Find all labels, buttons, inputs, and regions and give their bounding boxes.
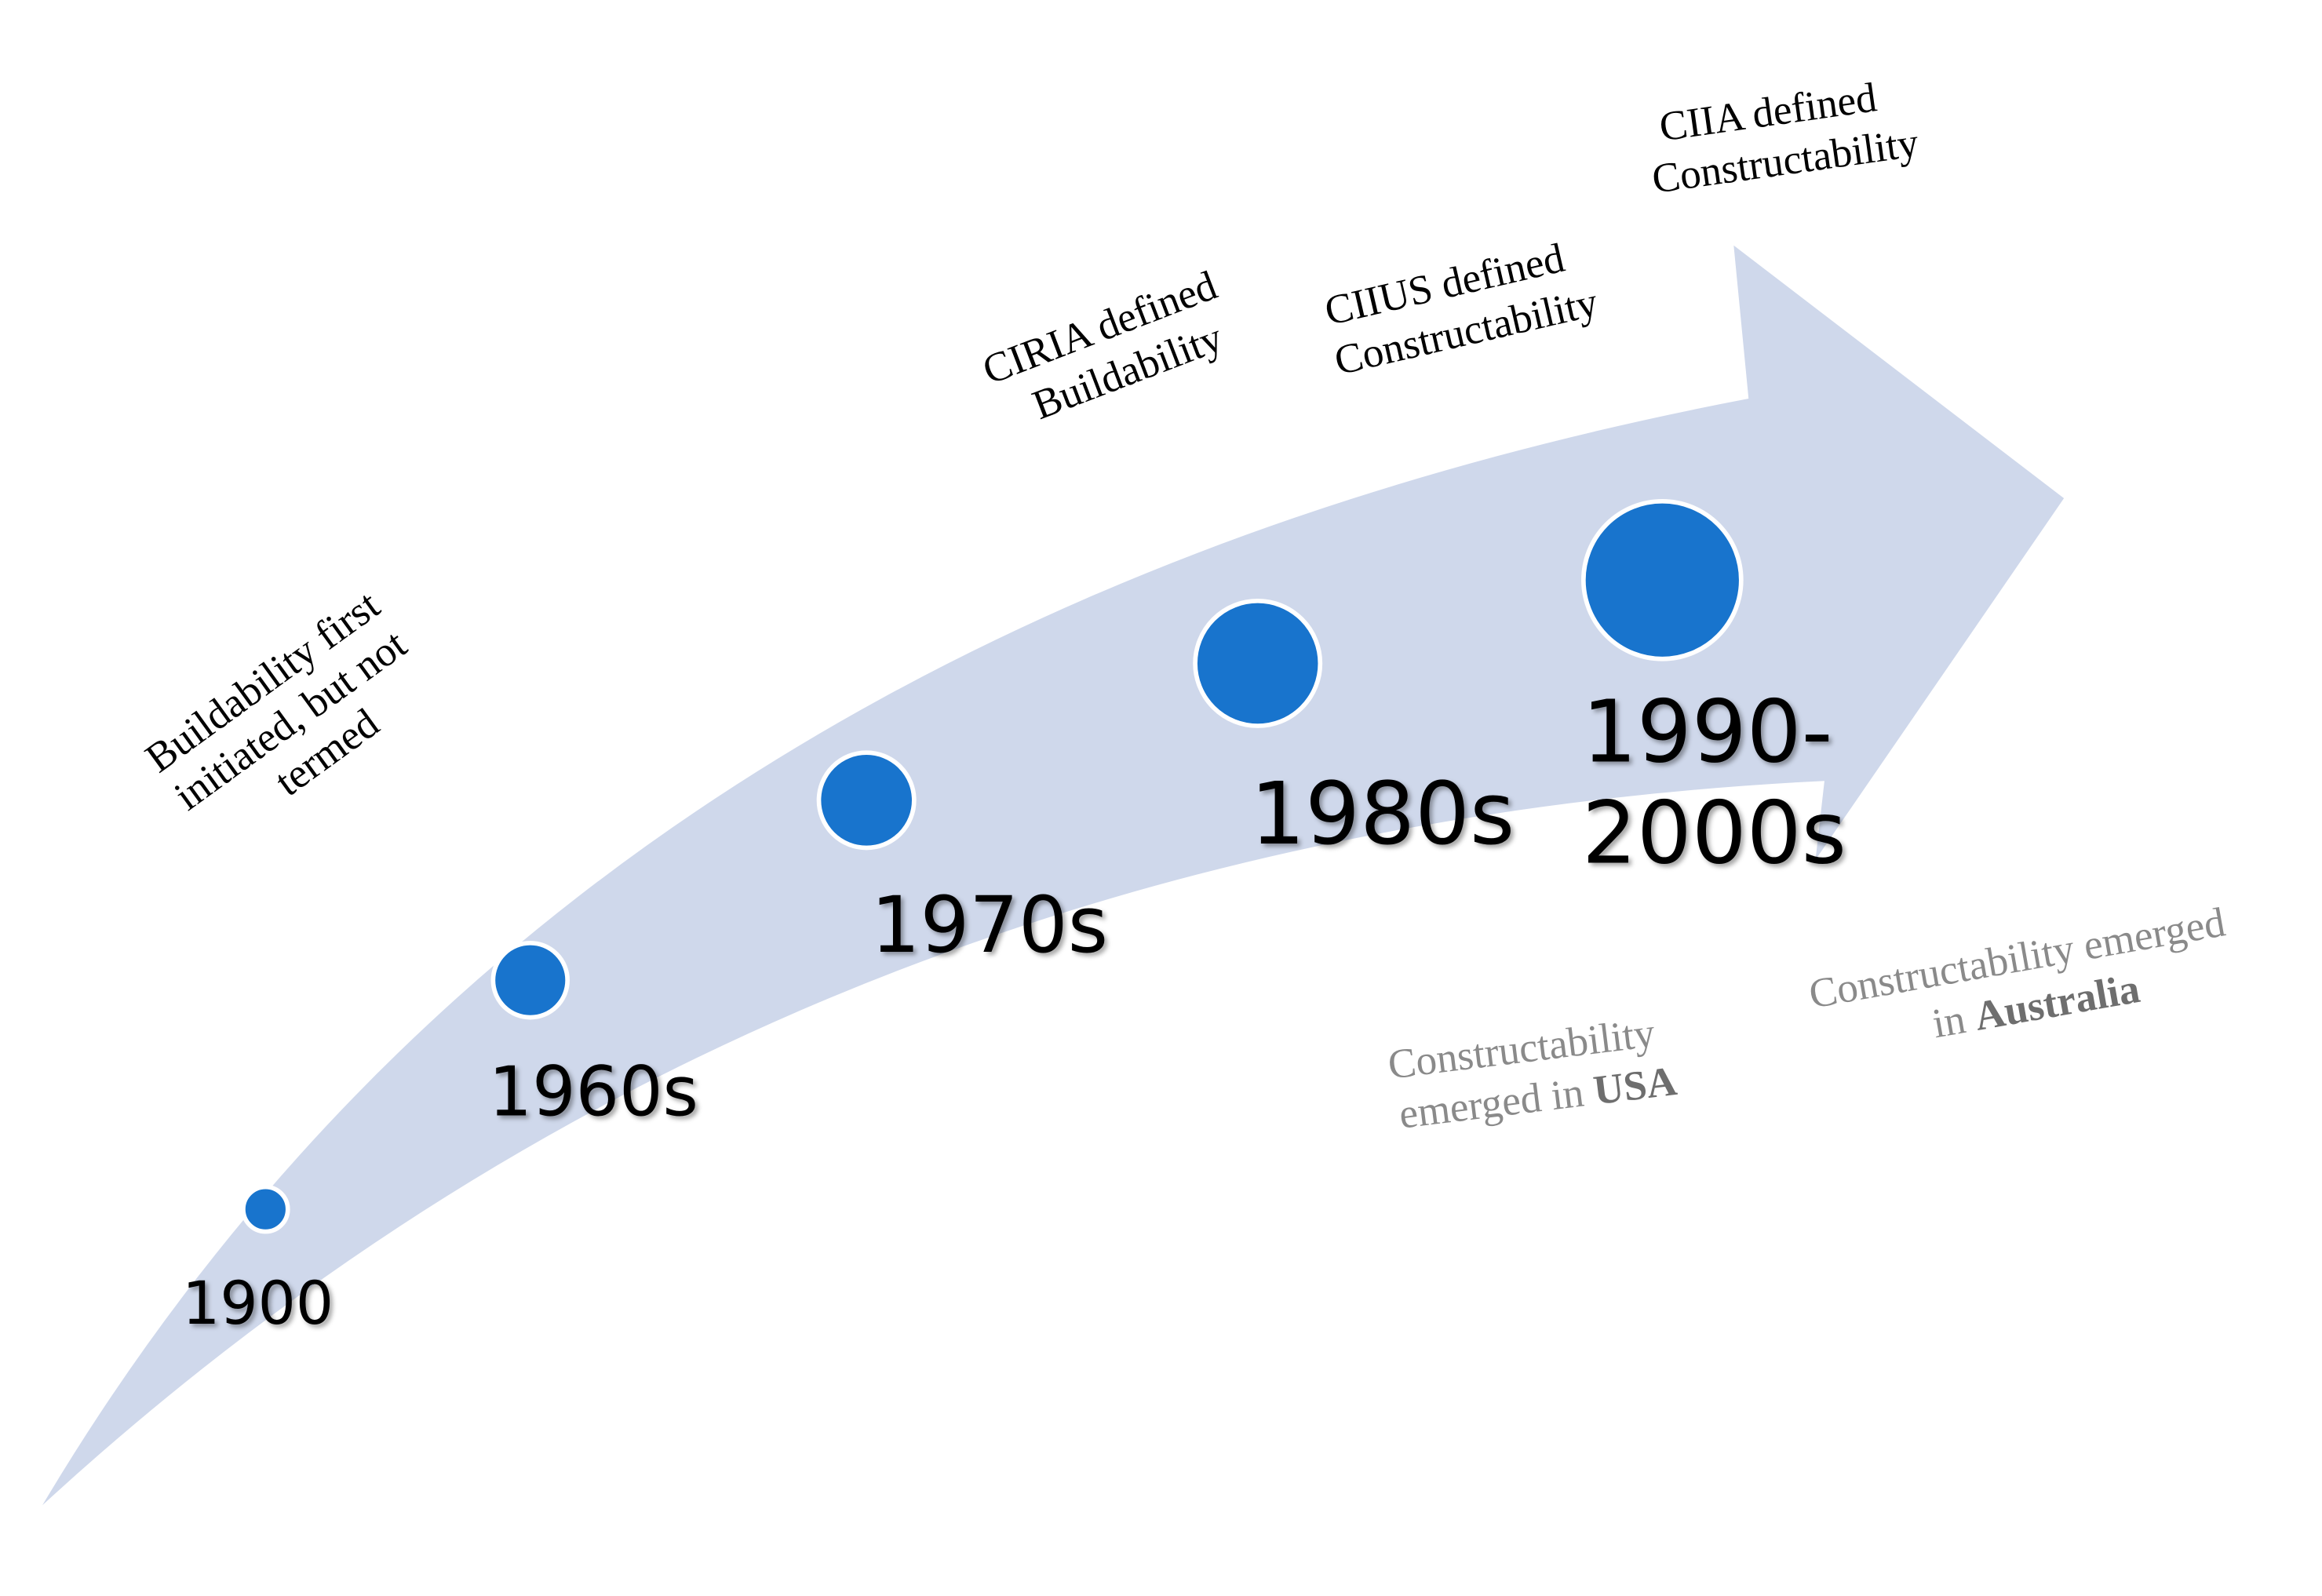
annotation-text: in	[1929, 995, 1979, 1048]
dot	[241, 1184, 290, 1234]
annotation: Buildability first initiated, but not te…	[137, 552, 486, 858]
dot	[816, 750, 917, 851]
year-labels: 1900 1960s 1970s 1980s 1990- 2000s	[182, 682, 1846, 1339]
year-label: 1970s	[871, 881, 1108, 971]
annotation: Constructability emerged in USA	[1386, 1004, 1715, 1138]
annotation: Constructability emerged in Australia	[1806, 891, 2288, 1067]
curved-arrow	[42, 245, 2065, 1506]
dot	[1193, 598, 1323, 728]
year-label: 1960s	[489, 1052, 698, 1132]
year-label: 1900	[182, 1269, 334, 1338]
dot	[1581, 498, 1744, 661]
annotation: CIIA defined Constructability	[1642, 66, 1952, 202]
annotation-emphasis: USA	[1591, 1059, 1679, 1114]
dot	[490, 940, 570, 1020]
annotation: CIIUS defined Constructability	[1319, 223, 1632, 384]
milestone-dots	[241, 498, 1744, 1234]
annotation: CIRIA defined Buildability	[977, 244, 1290, 441]
year-label: 1980s	[1250, 763, 1515, 864]
year-label: 1990-	[1582, 682, 1832, 782]
year-label: 2000s	[1582, 782, 1846, 883]
